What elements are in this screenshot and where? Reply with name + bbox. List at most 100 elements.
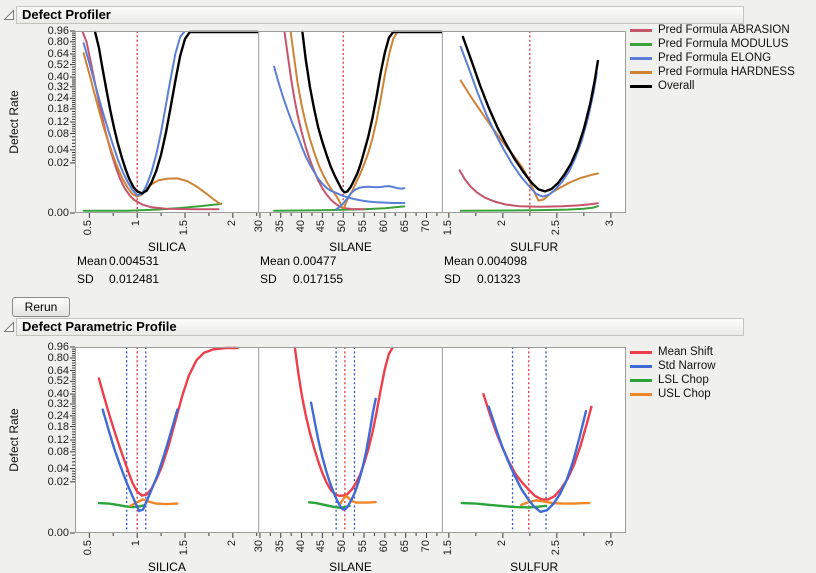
legend-label: Pred Formula HARDNESS <box>658 66 795 78</box>
curve-overall <box>461 35 600 193</box>
x-tick-label: 65 <box>398 220 411 233</box>
x-tick-label: 55 <box>357 540 370 553</box>
y-tick-label: 0.80 <box>47 351 69 364</box>
legend-label: Std Narrow <box>658 360 716 372</box>
y-tick-label: 0.02 <box>47 475 69 488</box>
sd-label: SD <box>444 272 461 286</box>
x-tick-label: 0.5 <box>82 220 95 236</box>
sd-value: 0.01323 <box>477 272 521 286</box>
x-tick-label: 30 <box>252 540 265 553</box>
curve-pred-formula-elong <box>334 185 406 211</box>
curve-overall <box>93 30 259 195</box>
y-tick-label: 0.04 <box>47 143 69 156</box>
legend-label: Pred Formula ABRASION <box>658 24 790 36</box>
y-axis-title: Defect Rate <box>7 90 21 154</box>
x-tick-label: 1.5 <box>178 540 190 556</box>
x-tick-label: 35 <box>273 220 286 233</box>
sd-label: SD <box>77 272 94 286</box>
y-tick-label: 0.40 <box>47 71 69 84</box>
factor-name-label: SULFUR <box>510 560 559 573</box>
panel-header-bar[interactable] <box>16 318 744 336</box>
y-tick-label: 0.12 <box>47 116 69 128</box>
sd-value: 0.012481 <box>109 272 160 286</box>
curve-pred-formula-elong <box>459 45 598 198</box>
mean-value: 0.004531 <box>109 254 160 268</box>
y-tick-label: 0.24 <box>47 409 69 422</box>
y-tick-label: 0.40 <box>47 388 69 401</box>
curve-mean-shift <box>293 346 394 498</box>
mean-value: 0.004098 <box>477 254 528 268</box>
legend-line-swatch <box>630 85 652 88</box>
x-tick-label: 35 <box>273 540 286 553</box>
curve-pred-formula-abrasion <box>458 169 599 208</box>
x-tick-label: 3 <box>603 220 616 227</box>
y-tick-label: 0.08 <box>47 445 69 458</box>
panel-title: Defect Parametric Profile <box>22 319 177 334</box>
mean-label: Mean <box>260 254 291 268</box>
legend-line-swatch <box>630 71 652 74</box>
x-tick-label: 2 <box>495 220 508 227</box>
disclosure-triangle-icon[interactable] <box>3 9 15 21</box>
rerun-button[interactable]: Rerun <box>12 297 70 317</box>
x-tick-label: 1.5 <box>441 540 454 556</box>
curve-pred-formula-modulus <box>82 202 223 212</box>
y-tick-label: 0.32 <box>47 80 69 93</box>
curve-std-narrow <box>309 397 377 511</box>
y-tick-label: 0.18 <box>47 102 69 115</box>
y-tick-label: 0.32 <box>47 398 69 411</box>
curve-pred-formula-modulus <box>273 205 406 212</box>
legend-line-swatch <box>630 379 652 382</box>
x-tick-label: 2 <box>225 220 238 227</box>
x-tick-label: 45 <box>315 540 328 553</box>
curve-pred-formula-hardness <box>82 52 222 205</box>
panel-header-bar[interactable] <box>16 6 744 24</box>
sd-value: 0.017155 <box>293 272 344 286</box>
mean-value: 0.00477 <box>293 254 337 268</box>
legend-line-swatch <box>630 29 652 32</box>
y-tick-label: 0.96 <box>47 25 69 37</box>
legend-label: Overall <box>658 80 695 92</box>
x-tick-label: 1.5 <box>178 220 190 236</box>
curve-lsl-chop <box>97 501 147 509</box>
defect-parametric-chart[interactable]: 0.5 1 1.5 2 SILICA 30 35 40 45 50 55 60 65 70 SILANE 1.… <box>48 342 626 573</box>
y-tick-label: 0.96 <box>47 341 69 353</box>
y-tick-label: 0.12 <box>47 434 69 446</box>
x-tick-label: 70 <box>419 220 432 233</box>
factor-name-label: SULFUR <box>510 240 559 254</box>
curve-pred-formula-elong <box>82 31 186 197</box>
x-tick-label: 70 <box>419 540 432 553</box>
legend-label: Pred Formula MODULUS <box>658 38 789 50</box>
y-tick-label: 0.02 <box>47 156 69 169</box>
plot-canvas[interactable] <box>70 346 626 538</box>
x-tick-label: 2.5 <box>549 540 562 556</box>
panel-title: Defect Profiler <box>22 7 111 22</box>
factor-name-label: SILICA <box>147 240 186 254</box>
disclosure-triangle-icon[interactable] <box>3 321 15 333</box>
y-tick-label: 0.80 <box>47 35 69 48</box>
curve-lsl-chop <box>460 501 548 509</box>
x-tick-label: 60 <box>377 220 390 233</box>
x-tick-label: 2 <box>495 540 508 547</box>
x-tick-label: 65 <box>398 540 411 553</box>
y-tick-label: 0.64 <box>47 48 69 60</box>
x-tick-label: 0.5 <box>82 540 95 556</box>
plot-canvas[interactable] <box>70 30 626 218</box>
legend-line-swatch <box>630 365 652 368</box>
sd-label: SD <box>260 272 277 286</box>
legend-line-swatch <box>630 43 652 46</box>
y-tick-label: 0.64 <box>47 364 69 377</box>
mean-label: Mean <box>444 254 475 268</box>
y-tick-label: 0.00 <box>47 207 69 219</box>
curve-overall <box>301 30 443 194</box>
curve-pred-formula-hardness <box>289 31 443 209</box>
defect-profiler-chart[interactable]: 0.5 1 1.5 2 SILICA 30 35 40 45 50 55 60 65 70 SILANE 1.… <box>48 26 626 254</box>
curve-std-narrow <box>487 405 588 514</box>
y-tick-label: 0.18 <box>47 420 69 433</box>
mean-label: Mean <box>77 254 108 268</box>
x-tick-label: 50 <box>336 220 349 233</box>
legend-line-swatch <box>630 393 652 396</box>
x-tick-label: 55 <box>357 220 370 233</box>
x-tick-label: 60 <box>377 540 390 553</box>
x-tick-label: 1 <box>130 220 143 227</box>
x-tick-label: 50 <box>336 540 349 553</box>
